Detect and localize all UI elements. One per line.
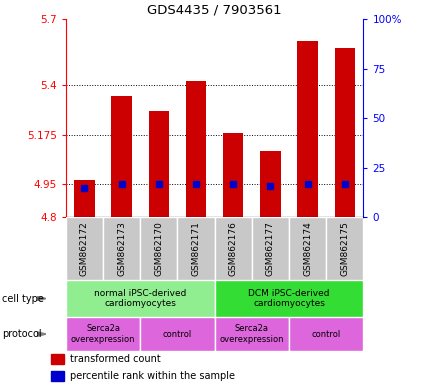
Text: GSM862176: GSM862176 — [229, 221, 238, 276]
Text: GSM862171: GSM862171 — [192, 221, 201, 276]
Text: GSM862175: GSM862175 — [340, 221, 349, 276]
Text: GSM862170: GSM862170 — [154, 221, 163, 276]
Bar — [223, 134, 244, 217]
FancyBboxPatch shape — [140, 217, 178, 280]
Bar — [186, 81, 206, 217]
FancyBboxPatch shape — [215, 217, 252, 280]
Text: cell type: cell type — [2, 293, 44, 304]
FancyBboxPatch shape — [252, 217, 289, 280]
Bar — [298, 41, 318, 217]
Bar — [260, 151, 281, 217]
Bar — [51, 354, 64, 364]
Text: protocol: protocol — [2, 329, 42, 339]
FancyBboxPatch shape — [326, 217, 363, 280]
FancyBboxPatch shape — [66, 280, 215, 317]
Text: percentile rank within the sample: percentile rank within the sample — [70, 371, 235, 381]
FancyBboxPatch shape — [66, 217, 103, 280]
Text: transformed count: transformed count — [70, 354, 161, 364]
Text: GSM862174: GSM862174 — [303, 221, 312, 276]
Text: Serca2a
overexpression: Serca2a overexpression — [220, 324, 284, 344]
Bar — [149, 111, 169, 217]
Bar — [74, 180, 95, 217]
Text: control: control — [163, 329, 192, 339]
FancyBboxPatch shape — [140, 317, 215, 351]
Text: GSM862172: GSM862172 — [80, 221, 89, 276]
FancyBboxPatch shape — [66, 317, 140, 351]
FancyBboxPatch shape — [103, 217, 140, 280]
Polygon shape — [37, 332, 46, 336]
Text: control: control — [312, 329, 341, 339]
FancyBboxPatch shape — [178, 217, 215, 280]
FancyBboxPatch shape — [215, 317, 289, 351]
Text: GSM862173: GSM862173 — [117, 221, 126, 276]
Text: Serca2a
overexpression: Serca2a overexpression — [71, 324, 135, 344]
Text: GSM862177: GSM862177 — [266, 221, 275, 276]
Text: normal iPSC-derived
cardiomyocytes: normal iPSC-derived cardiomyocytes — [94, 289, 187, 308]
Polygon shape — [37, 296, 46, 301]
Title: GDS4435 / 7903561: GDS4435 / 7903561 — [147, 3, 282, 17]
FancyBboxPatch shape — [289, 317, 363, 351]
FancyBboxPatch shape — [289, 217, 326, 280]
Text: DCM iPSC-derived
cardiomyocytes: DCM iPSC-derived cardiomyocytes — [248, 289, 330, 308]
Bar — [334, 48, 355, 217]
Bar — [111, 96, 132, 217]
FancyBboxPatch shape — [215, 280, 363, 317]
Bar — [51, 371, 64, 381]
